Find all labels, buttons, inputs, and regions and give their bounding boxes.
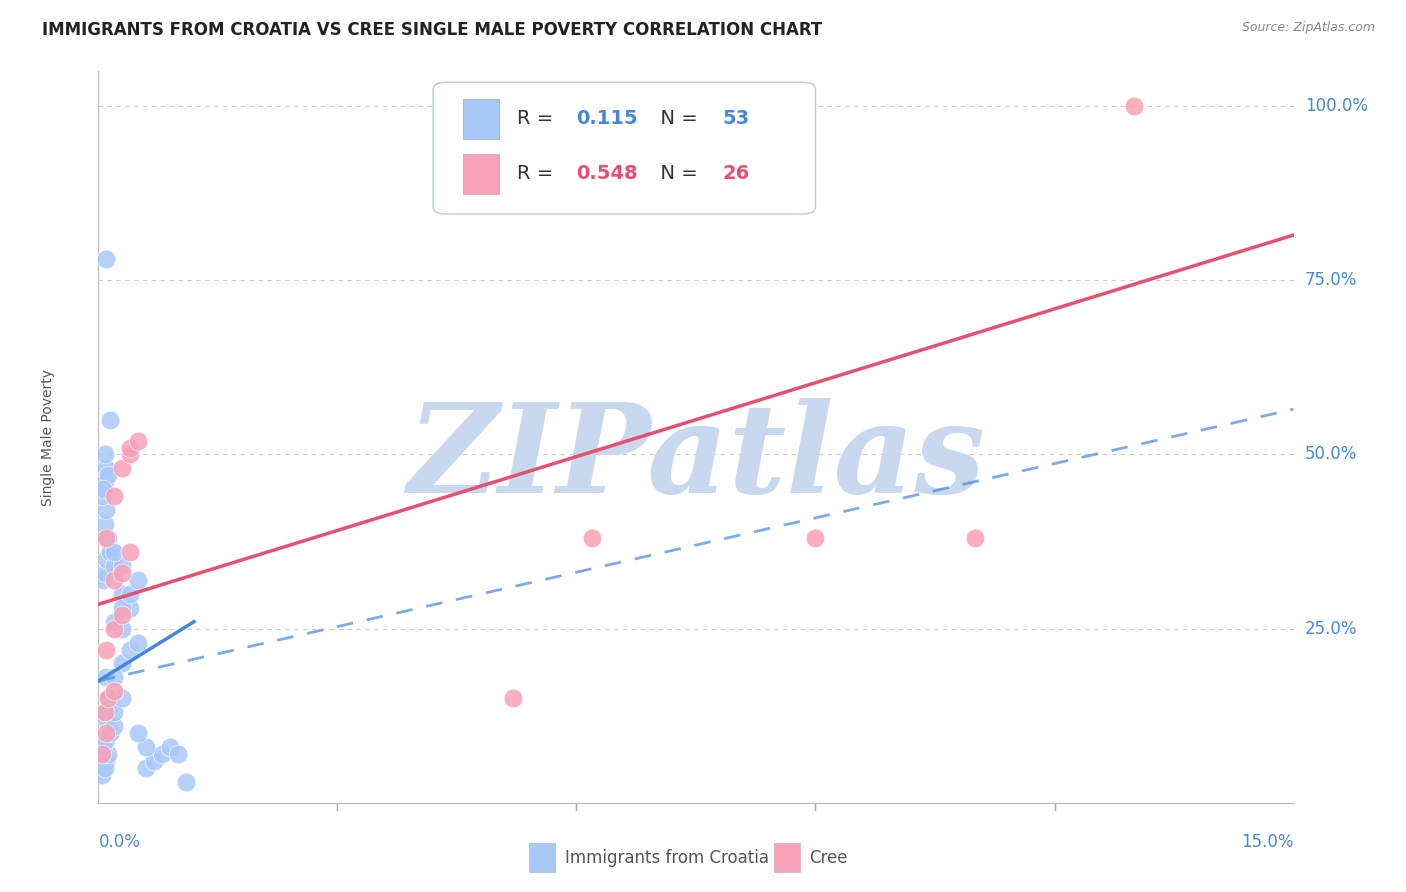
Point (94, 705, 117, 719)
Point (91, 489, 114, 503)
Text: Source: ZipAtlas.com: Source: ZipAtlas.com (1241, 21, 1375, 35)
FancyBboxPatch shape (529, 843, 555, 872)
Point (98, 412, 122, 426)
Point (98, 545, 122, 559)
Point (96, 712, 118, 726)
Point (143, 754, 166, 768)
Point (103, 615, 125, 629)
Text: N =: N = (648, 110, 704, 128)
Point (103, 573, 125, 587)
Point (120, 545, 142, 559)
Point (96, 252, 118, 267)
Point (96, 503, 118, 517)
Point (111, 566, 134, 580)
Point (127, 434, 149, 448)
Point (963, 531, 986, 545)
Point (103, 558, 125, 573)
Point (135, 740, 157, 755)
FancyBboxPatch shape (463, 99, 499, 139)
Point (127, 635, 149, 649)
Text: 0.548: 0.548 (576, 164, 638, 183)
FancyBboxPatch shape (773, 843, 800, 872)
Point (174, 775, 197, 789)
Point (120, 448, 142, 462)
Point (111, 607, 134, 622)
Point (96, 642, 118, 657)
Point (111, 622, 134, 636)
Point (103, 684, 125, 698)
Point (97, 531, 120, 545)
Text: 25.0%: 25.0% (1305, 620, 1357, 638)
Point (111, 587, 134, 601)
Point (111, 461, 134, 475)
Point (96, 754, 118, 768)
Point (98, 726, 122, 740)
Text: 53: 53 (723, 110, 749, 128)
Point (91, 740, 114, 755)
Point (127, 726, 149, 740)
Point (97, 747, 120, 761)
Point (103, 670, 125, 684)
Point (94, 733, 117, 747)
Point (111, 558, 134, 573)
Point (1123, 99, 1146, 113)
Point (120, 600, 142, 615)
Point (96, 531, 118, 545)
Text: IMMIGRANTS FROM CROATIA VS CREE SINGLE MALE POVERTY CORRELATION CHART: IMMIGRANTS FROM CROATIA VS CREE SINGLE M… (42, 21, 823, 39)
Point (94, 566, 117, 580)
Point (103, 622, 125, 636)
Text: ZIPatlas: ZIPatlas (406, 398, 986, 520)
Point (96, 726, 118, 740)
Text: 100.0%: 100.0% (1305, 97, 1368, 115)
Text: 50.0%: 50.0% (1305, 445, 1357, 464)
Text: R =: R = (517, 164, 560, 183)
Point (120, 587, 142, 601)
Text: 0.115: 0.115 (576, 110, 638, 128)
Point (96, 552, 118, 566)
Point (94, 475, 117, 490)
Point (97, 468, 120, 483)
Point (94, 761, 117, 775)
Point (97, 691, 120, 706)
FancyBboxPatch shape (463, 153, 499, 194)
Point (96, 670, 118, 684)
Point (96, 461, 118, 475)
Point (94, 705, 117, 719)
Text: N =: N = (648, 164, 704, 183)
FancyBboxPatch shape (433, 82, 815, 214)
Point (91, 573, 114, 587)
Text: Cree: Cree (810, 848, 848, 867)
Point (97, 691, 120, 706)
Point (167, 747, 190, 761)
Text: R =: R = (517, 110, 565, 128)
Point (502, 691, 524, 706)
Point (581, 531, 603, 545)
Point (120, 642, 142, 657)
Point (111, 600, 134, 615)
Point (91, 483, 114, 497)
Text: 15.0%: 15.0% (1241, 833, 1294, 851)
Point (127, 573, 149, 587)
Point (91, 768, 114, 782)
Point (103, 705, 125, 719)
Point (103, 719, 125, 733)
Text: Single Male Poverty: Single Male Poverty (41, 368, 55, 506)
Text: 26: 26 (723, 164, 749, 183)
Text: 75.0%: 75.0% (1305, 271, 1357, 289)
Point (103, 545, 125, 559)
Text: Immigrants from Croatia: Immigrants from Croatia (565, 848, 769, 867)
Point (94, 517, 117, 532)
Text: 0.0%: 0.0% (98, 833, 141, 851)
Point (111, 657, 134, 671)
Point (91, 747, 114, 761)
Point (150, 747, 173, 761)
Point (94, 448, 117, 462)
Point (135, 761, 157, 775)
Point (120, 441, 142, 455)
Point (103, 489, 125, 503)
Point (111, 691, 134, 706)
Point (804, 531, 827, 545)
Point (159, 740, 181, 755)
Point (98, 698, 122, 713)
